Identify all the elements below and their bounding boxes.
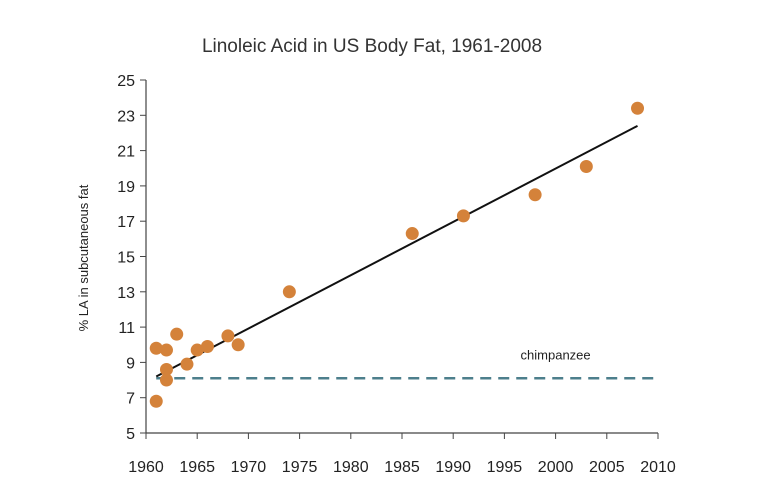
tick-labels: 5 7 9 11 13 15 17 19 21 23 25 1960 1965 1970 1975 1980 1… [117,73,676,476]
data-point [190,343,204,357]
y-tick-label: 11 [118,320,135,337]
data-point [170,327,184,341]
axes [140,79,659,439]
chart-title: Linoleic Acid in US Body Fat, 1961-2008 [202,36,542,57]
data-point [456,209,470,223]
y-tick-label: 19 [117,179,135,196]
trendline-group [155,125,638,378]
reference-line-group: chimpanzee [156,347,658,380]
x-tick-label: 1980 [333,459,369,476]
data-point [282,285,296,299]
x-tick-label: 1990 [435,459,471,476]
y-tick-label: 25 [117,73,135,90]
data-point [149,394,163,408]
x-tick-label: 1960 [128,459,164,476]
data-point [631,101,645,115]
x-tick-label: 2010 [640,459,676,476]
x-tick-label: 1995 [487,459,523,476]
data-point [159,373,173,387]
y-tick-label: 21 [117,144,135,161]
x-tick-label: 1985 [384,459,420,476]
data-point [579,159,593,173]
x-tick-label: 1975 [282,459,318,476]
x-tick-label: 2000 [538,459,574,476]
x-tick-label: 2005 [589,459,625,476]
y-axis-label: % LA in subcutaneous fat [76,184,91,331]
data-point [231,338,245,352]
x-tick-label: 1970 [231,459,267,476]
x-tick-label: 1965 [179,459,215,476]
y-tick-label: 15 [117,250,135,267]
data-point [528,188,542,202]
y-tick-label: 5 [126,426,135,443]
trendline [155,125,638,378]
data-point [405,227,419,241]
data-point [159,343,173,357]
data-points [149,101,645,408]
data-point [149,341,163,355]
data-point [180,357,194,371]
data-point [200,340,214,354]
y-tick-label: 17 [117,214,135,231]
y-tick-label: 23 [117,108,135,125]
data-point [221,329,235,343]
y-tick-label: 9 [126,355,135,372]
data-point [159,362,173,376]
chimpanzee-label: chimpanzee [521,347,591,362]
y-tick-label: 13 [117,285,135,302]
y-tick-label: 7 [126,391,135,408]
